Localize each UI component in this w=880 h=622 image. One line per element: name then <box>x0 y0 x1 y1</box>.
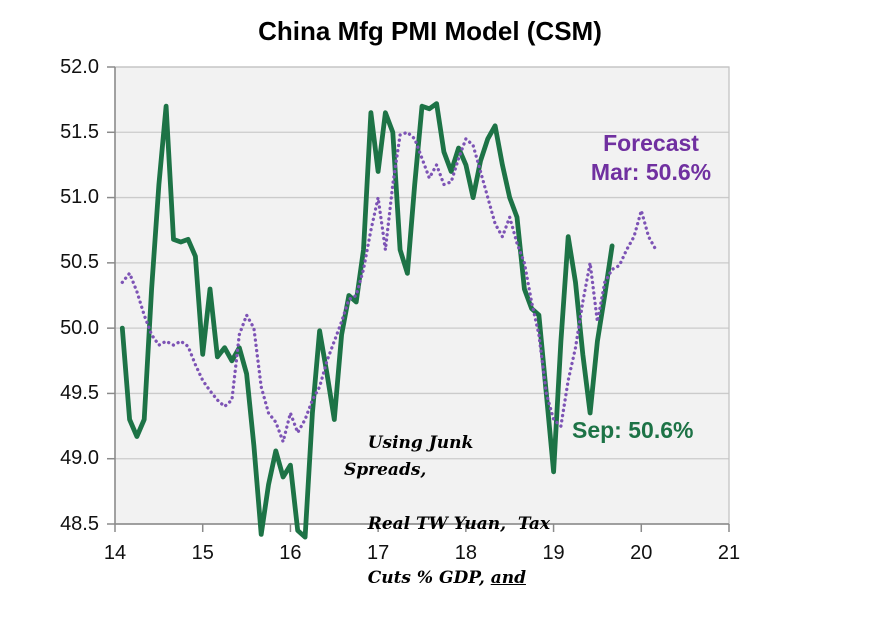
y-tick-label: 50.5 <box>60 251 99 274</box>
x-tick-label: 17 <box>367 542 390 564</box>
forecast-annotation-line1: Forecast <box>603 130 699 156</box>
x-tick-label: 19 <box>542 542 565 564</box>
model-note-line2: Real TW Yuan, Tax <box>367 514 551 534</box>
model-series-line <box>120 130 658 444</box>
y-tick-label: 51.5 <box>60 120 99 143</box>
y-tick-label: 51.0 <box>60 186 99 209</box>
model-note-line3-plain: Cuts % GDP, <box>367 568 491 588</box>
plot-area <box>115 67 729 524</box>
x-tick-label: 21 <box>717 542 741 564</box>
forecast-annotation-line2: Mar: 50.6% <box>590 159 712 185</box>
forecast-annotation: Forecast Mar: 50.6% <box>556 129 746 187</box>
x-tick-label: 18 <box>454 542 477 564</box>
chart-title: China Mfg PMI Model (CSM) <box>258 16 602 46</box>
model-inputs-note: Using Junk Spreads, Real TW Yuan, Tax Cu… <box>344 403 559 622</box>
x-tick-label: 20 <box>630 542 653 564</box>
model-note-line3-underlined: and <box>490 568 526 588</box>
y-tick-label: 48.5 <box>60 512 99 535</box>
model-note-line1: Using Junk Spreads, <box>344 433 480 480</box>
x-tick-label: 14 <box>103 542 127 564</box>
y-tick-label: 52.0 <box>60 55 99 78</box>
y-tick-label: 50.0 <box>60 316 99 339</box>
y-tick-label: 49.0 <box>60 447 99 470</box>
y-tick-label: 49.5 <box>60 381 99 404</box>
x-tick-label: 16 <box>279 542 302 564</box>
actual-series-line <box>119 101 615 540</box>
actual-latest-annotation: Sep: 50.6% <box>572 417 694 443</box>
x-tick-label: 15 <box>191 542 214 564</box>
